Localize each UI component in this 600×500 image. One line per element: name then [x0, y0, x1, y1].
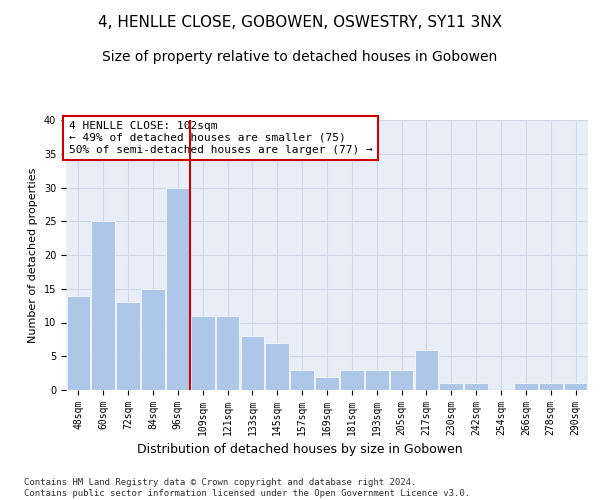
Bar [191, 316, 215, 390]
Bar [91, 221, 115, 390]
Bar [166, 188, 190, 390]
Bar [564, 383, 587, 390]
Y-axis label: Number of detached properties: Number of detached properties [28, 168, 38, 342]
Text: Size of property relative to detached houses in Gobowen: Size of property relative to detached ho… [103, 50, 497, 64]
Bar [439, 383, 463, 390]
Bar [539, 383, 563, 390]
Text: 4 HENLLE CLOSE: 102sqm
← 49% of detached houses are smaller (75)
50% of semi-det: 4 HENLLE CLOSE: 102sqm ← 49% of detached… [68, 122, 373, 154]
Bar [265, 343, 289, 390]
Bar [141, 289, 165, 390]
Bar [67, 296, 90, 390]
Text: Distribution of detached houses by size in Gobowen: Distribution of detached houses by size … [137, 442, 463, 456]
Bar [390, 370, 413, 390]
Bar [315, 376, 339, 390]
Bar [365, 370, 389, 390]
Bar [241, 336, 264, 390]
Text: Contains HM Land Registry data © Crown copyright and database right 2024.
Contai: Contains HM Land Registry data © Crown c… [24, 478, 470, 498]
Bar [216, 316, 239, 390]
Bar [290, 370, 314, 390]
Bar [340, 370, 364, 390]
Bar [415, 350, 438, 390]
Text: 4, HENLLE CLOSE, GOBOWEN, OSWESTRY, SY11 3NX: 4, HENLLE CLOSE, GOBOWEN, OSWESTRY, SY11… [98, 15, 502, 30]
Bar [514, 383, 538, 390]
Bar [464, 383, 488, 390]
Bar [116, 302, 140, 390]
